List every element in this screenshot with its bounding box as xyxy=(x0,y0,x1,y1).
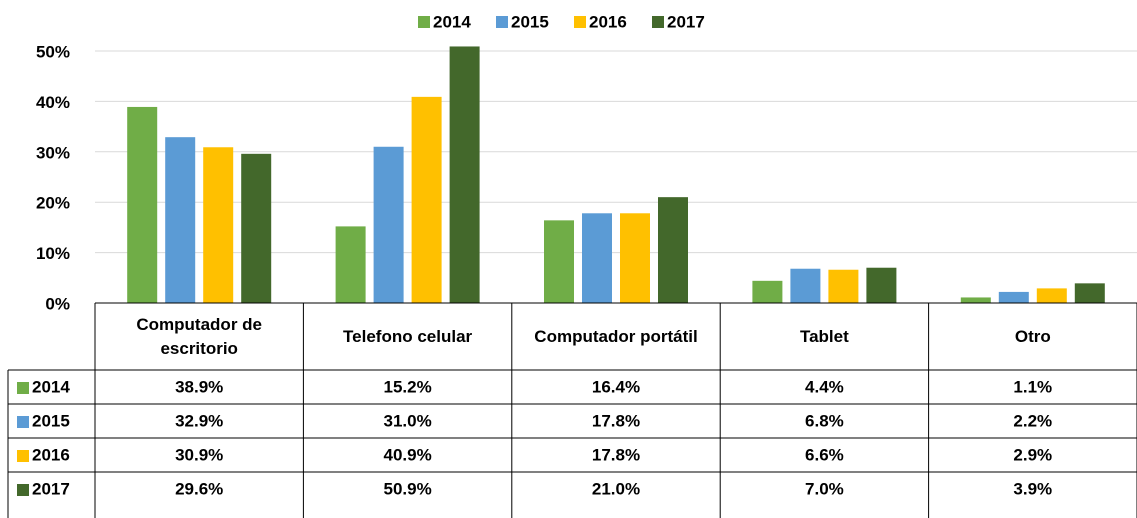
legend-swatch xyxy=(652,16,664,28)
y-tick-label: 30% xyxy=(36,143,70,162)
y-tick-label: 10% xyxy=(36,244,70,263)
table-cell: 50.9% xyxy=(383,479,431,498)
bar xyxy=(828,269,859,303)
y-tick-label: 50% xyxy=(36,42,70,61)
bar xyxy=(790,268,821,303)
table-cell: 17.8% xyxy=(592,411,640,430)
bar xyxy=(658,197,688,303)
legend-swatch xyxy=(17,450,29,462)
legend-swatch xyxy=(17,484,29,496)
table-cell: 6.6% xyxy=(805,445,844,464)
row-label: 2014 xyxy=(32,377,70,396)
bar xyxy=(620,213,650,303)
bar xyxy=(960,297,991,303)
table-cell: 1.1% xyxy=(1013,377,1052,396)
bar xyxy=(335,226,366,303)
bar xyxy=(127,106,158,303)
bar xyxy=(411,96,442,303)
legend-swatch xyxy=(496,16,508,28)
bar xyxy=(165,137,196,303)
table-header-cell: Tablet xyxy=(799,326,849,346)
table-header-cell: Computador portátil xyxy=(534,326,698,346)
table-cell: 17.8% xyxy=(592,445,640,464)
category-label: Telefono celular xyxy=(343,326,473,346)
table-cell: 6.8% xyxy=(805,411,844,430)
table-cell: 40.9% xyxy=(383,445,431,464)
bar xyxy=(241,153,272,303)
row-label: 2016 xyxy=(32,445,70,464)
legend-label: 2014 xyxy=(433,12,471,31)
legend-label: 2015 xyxy=(511,12,549,31)
legend-swatch xyxy=(17,382,29,394)
table-header-cell: Computador de escritorio xyxy=(136,314,262,358)
table-cell: 30.9% xyxy=(175,445,223,464)
table-header-cell: Telefono celular xyxy=(343,326,473,346)
table-cell: 29.6% xyxy=(175,479,223,498)
row-label: 2017 xyxy=(32,479,70,498)
bar xyxy=(1074,283,1105,303)
category-label: Tablet xyxy=(799,326,849,346)
table-header-cell: Otro xyxy=(1014,326,1051,346)
y-tick-label: 20% xyxy=(36,194,70,213)
legend-swatch xyxy=(418,16,430,28)
category-label: Otro xyxy=(1014,326,1051,346)
bar xyxy=(203,147,234,303)
category-label: Computador portátil xyxy=(534,326,698,346)
bar xyxy=(1036,288,1067,303)
legend-label: 2016 xyxy=(589,12,627,31)
table-cell: 32.9% xyxy=(175,411,223,430)
table-cell: 2.2% xyxy=(1013,411,1052,430)
bar xyxy=(449,46,480,304)
table-cell: 21.0% xyxy=(592,479,640,498)
bar xyxy=(582,213,612,303)
bar xyxy=(544,220,574,303)
bar xyxy=(866,267,897,303)
legend-label: 2017 xyxy=(667,12,705,31)
table-cell: 38.9% xyxy=(175,377,223,396)
y-tick-label: 40% xyxy=(36,93,70,112)
table-cell: 3.9% xyxy=(1013,479,1052,498)
table-cell: 2.9% xyxy=(1013,445,1052,464)
bar xyxy=(373,146,404,303)
bar xyxy=(752,280,783,303)
table-cell: 31.0% xyxy=(383,411,431,430)
category-label: Computador de escritorio xyxy=(136,314,262,358)
legend-swatch xyxy=(17,416,29,428)
table-cell: 15.2% xyxy=(383,377,431,396)
bar xyxy=(998,291,1029,303)
y-tick-label: 0% xyxy=(45,294,70,313)
row-label: 2015 xyxy=(32,411,70,430)
legend-swatch xyxy=(574,16,586,28)
table-cell: 7.0% xyxy=(805,479,844,498)
table-cell: 16.4% xyxy=(592,377,640,396)
table-cell: 4.4% xyxy=(805,377,844,396)
